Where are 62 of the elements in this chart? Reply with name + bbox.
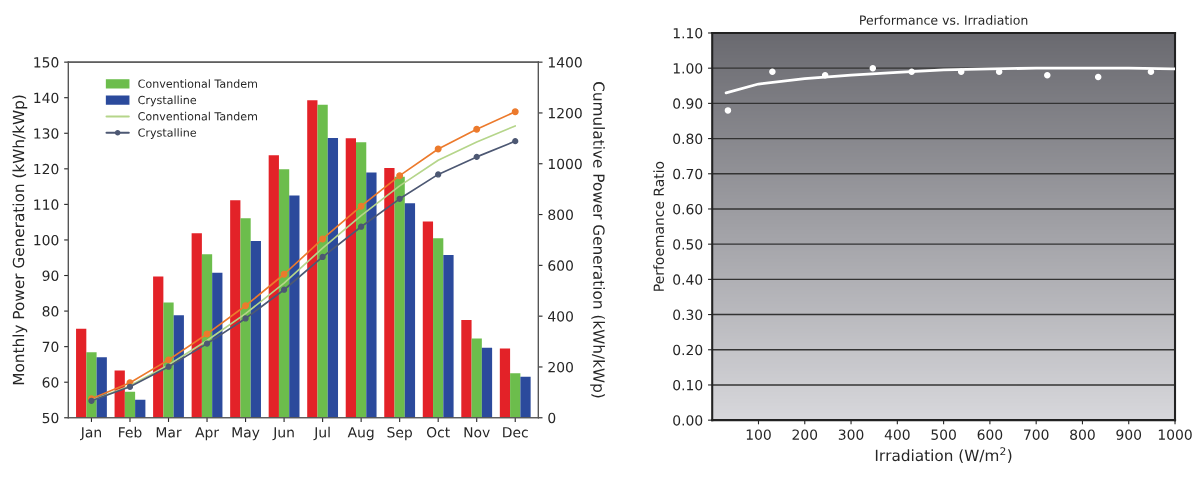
y-tick-label: 1.00 xyxy=(673,63,703,74)
y-tick-label: 140 xyxy=(34,92,59,104)
x-tick-label: May xyxy=(232,427,260,441)
x-tick-label: Sep xyxy=(387,427,412,441)
y-tick-label: 150 xyxy=(34,57,59,68)
x-tick-label: 600 xyxy=(977,429,1003,440)
y-tick-label: 80 xyxy=(42,306,59,317)
x-tick-label: 300 xyxy=(838,429,864,440)
y-tick-label: 50 xyxy=(42,412,59,424)
y-tick-label: 130 xyxy=(34,128,59,139)
y-tick-label: 120 xyxy=(34,163,59,175)
y-tick-label: 70 xyxy=(42,341,59,353)
y2-axis-title: Cumulative Power Generation (kWh/kWp) xyxy=(590,82,605,398)
y-tick-label: 0.30 xyxy=(673,309,703,321)
x-tick-label: 700 xyxy=(1024,429,1049,440)
y-tick-label: 0.80 xyxy=(673,133,703,145)
x-tick-label: 900 xyxy=(1116,429,1142,440)
x-tick-label: Jun xyxy=(272,427,294,441)
y-tick-label: 1.10 xyxy=(673,27,703,39)
x-tick-label: Jul xyxy=(313,426,330,441)
y-tick-label: 0.20 xyxy=(673,344,703,356)
x-axis-title: Irradiation (W/m$^{2}$) xyxy=(875,447,1012,463)
y-tick-label: 0.60 xyxy=(673,203,703,215)
x-tick-label: 500 xyxy=(931,429,956,440)
x-tick-label: 400 xyxy=(884,429,910,440)
y2-tick-label: 600 xyxy=(548,260,573,271)
y2-tick-label: 400 xyxy=(548,311,573,322)
x-tick-label: Nov xyxy=(464,427,490,438)
x-tick-label: Dec xyxy=(503,427,528,438)
y2-tick-label: 0 xyxy=(548,412,556,424)
x-tick-label: Mar xyxy=(156,427,182,438)
y-tick-label: 0.00 xyxy=(673,415,703,426)
x-tick-label: 200 xyxy=(792,429,818,440)
x-tick-label: 800 xyxy=(1070,429,1095,440)
x-tick-label: Jan xyxy=(80,427,101,441)
legend-label: Crystalline xyxy=(138,128,197,139)
y2-tick-label: 800 xyxy=(548,209,573,221)
x-tick-label: 100 xyxy=(746,429,771,440)
y2-tick-label: 1000 xyxy=(548,158,582,170)
x-tick-label: Apr xyxy=(195,427,220,441)
y-tick-label: 0.10 xyxy=(673,379,703,391)
y-tick-label: 0.70 xyxy=(673,168,703,180)
y-tick-label: 100 xyxy=(34,234,59,246)
y2-tick-label: 1200 xyxy=(548,107,582,119)
y-axis-title: Monthly Power Generation (kWh/kWp) xyxy=(12,95,28,385)
legend-label: Crystalline xyxy=(138,95,197,107)
y2-tick-label: 1400 xyxy=(548,57,582,68)
y-tick-label: 0.40 xyxy=(673,274,703,285)
x-tick-label: Aug xyxy=(347,427,374,441)
x-tick-label: 1000 xyxy=(1158,429,1192,440)
x-tick-label: Oct xyxy=(426,427,450,438)
y-tick-label: 0.50 xyxy=(673,239,703,250)
y2-tick-label: 200 xyxy=(548,361,573,373)
legend-label: Conventional Tandem xyxy=(138,111,257,121)
chart-title: Performance vs. Irradiation xyxy=(860,15,1028,25)
y-tick-label: 0.90 xyxy=(673,98,703,109)
legend-label: Conventional Tandem xyxy=(138,79,257,88)
x-tick-label: Feb xyxy=(119,426,142,438)
y-tick-label: 110 xyxy=(34,199,59,210)
y-tick-label: 60 xyxy=(42,377,59,388)
y-tick-label: 90 xyxy=(42,270,59,281)
y-axis-title: Perfoemance Ratio xyxy=(653,161,665,291)
